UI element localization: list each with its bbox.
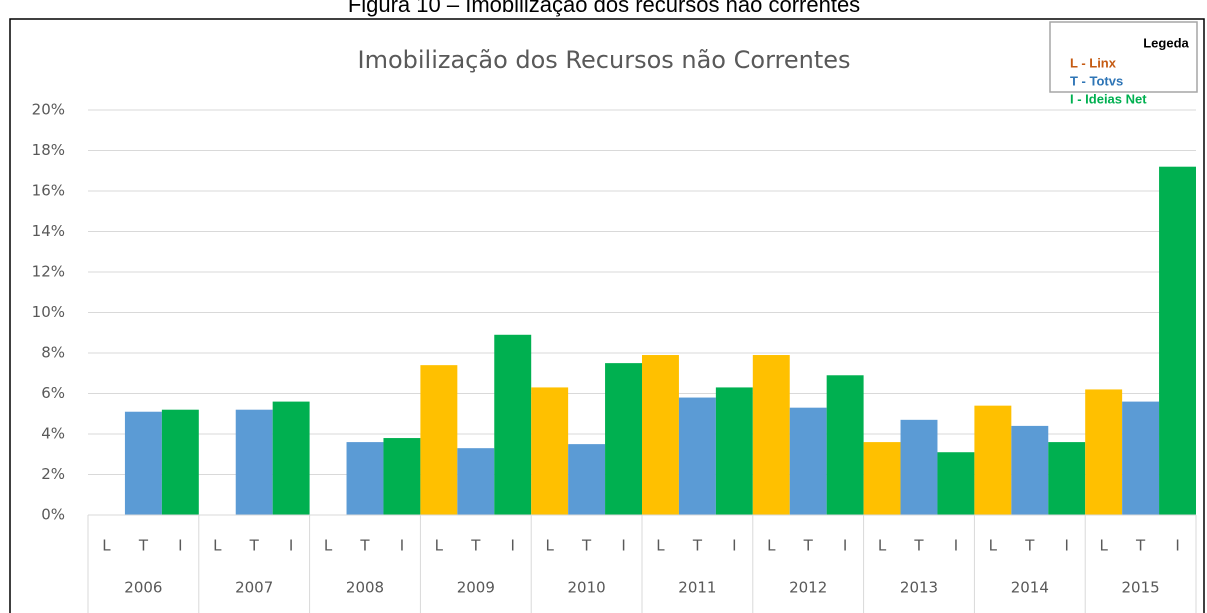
legend-entry: L - Linx (1070, 55, 1117, 70)
sub-tick-label: I (954, 537, 958, 555)
caption: Figura 10 – Imobilização dos recursos nã… (348, 0, 860, 17)
sub-tick-label: L (878, 537, 887, 555)
x-tick-label: 2010 (568, 579, 606, 597)
sub-tick-label: I (1175, 537, 1179, 555)
sub-tick-label: L (989, 537, 998, 555)
x-tick-label: 2011 (678, 579, 716, 597)
sub-tick-label: T (470, 537, 481, 555)
sub-tick-label: T (913, 537, 924, 555)
sub-tick-label: I (843, 537, 847, 555)
y-tick-label: 6% (41, 384, 65, 402)
sub-tick-label: L (213, 537, 222, 555)
legend-entry: T - Totvs (1070, 73, 1123, 88)
bar (531, 387, 569, 515)
x-tick-label: 2013 (900, 579, 938, 597)
sub-tick-label: I (289, 537, 293, 555)
y-tick-label: 2% (41, 465, 65, 483)
bar (715, 387, 753, 515)
y-tick-label: 16% (32, 182, 65, 200)
chart-title: Imobilização dos Recursos não Correntes (357, 46, 850, 74)
legend-entry: I - Ideias Net (1070, 91, 1147, 106)
sub-tick-label: T (692, 537, 703, 555)
bar (346, 442, 384, 515)
x-tick-label: 2007 (235, 579, 273, 597)
sub-tick-label: I (511, 537, 515, 555)
y-tick-label: 12% (32, 263, 65, 281)
y-tick-label: 10% (32, 303, 65, 321)
x-tick-label: 2008 (346, 579, 384, 597)
bar (863, 442, 901, 515)
bar (494, 334, 532, 515)
sub-tick-label: T (581, 537, 592, 555)
sub-tick-label: L (767, 537, 776, 555)
x-tick-label: 2012 (789, 579, 827, 597)
y-tick-label: 20% (32, 101, 65, 119)
bar (1048, 442, 1086, 515)
bar (974, 405, 1012, 515)
bar (678, 397, 716, 515)
sub-tick-label: T (1024, 537, 1035, 555)
bar (568, 444, 606, 515)
bar (124, 411, 162, 515)
sub-tick-label: T (1135, 537, 1146, 555)
x-tick-label: 2014 (1011, 579, 1049, 597)
bar (605, 363, 642, 515)
bar (826, 375, 864, 515)
chart-frame (9, 18, 1205, 613)
legend-box (1049, 21, 1198, 93)
y-tick-label: 14% (32, 222, 65, 240)
x-tick-label: 2009 (457, 579, 495, 597)
sub-tick-label: I (178, 537, 182, 555)
sub-tick-label: T (138, 537, 149, 555)
sub-tick-label: I (732, 537, 736, 555)
bar (1159, 166, 1196, 515)
bar (161, 409, 199, 515)
bar (1011, 425, 1049, 515)
bar (1122, 401, 1160, 515)
sub-tick-label: L (656, 537, 665, 555)
sub-tick-label: T (249, 537, 260, 555)
x-tick-label: 2006 (124, 579, 162, 597)
bar (789, 407, 827, 515)
sub-tick-label: I (1065, 537, 1069, 555)
bar (235, 409, 273, 515)
bar (420, 365, 458, 515)
sub-tick-label: I (621, 537, 625, 555)
y-tick-label: 8% (41, 344, 65, 362)
y-tick-label: 0% (41, 506, 65, 524)
sub-tick-label: L (324, 537, 333, 555)
sub-tick-label: I (400, 537, 404, 555)
bar (900, 419, 938, 515)
legend-title: Legeda (1143, 35, 1189, 50)
x-tick-label: 2015 (1122, 579, 1160, 597)
sub-tick-label: L (545, 537, 554, 555)
sub-tick-label: T (359, 537, 370, 555)
bar (642, 355, 679, 515)
bar (272, 401, 310, 515)
bar (457, 448, 495, 515)
bar (752, 355, 790, 515)
sub-tick-label: L (102, 537, 111, 555)
bar (937, 452, 975, 515)
y-tick-label: 18% (32, 141, 65, 159)
sub-tick-label: T (803, 537, 814, 555)
bar (1085, 389, 1123, 515)
bar (383, 438, 421, 515)
sub-tick-label: L (1099, 537, 1108, 555)
sub-tick-label: L (435, 537, 444, 555)
y-tick-label: 4% (41, 425, 65, 443)
